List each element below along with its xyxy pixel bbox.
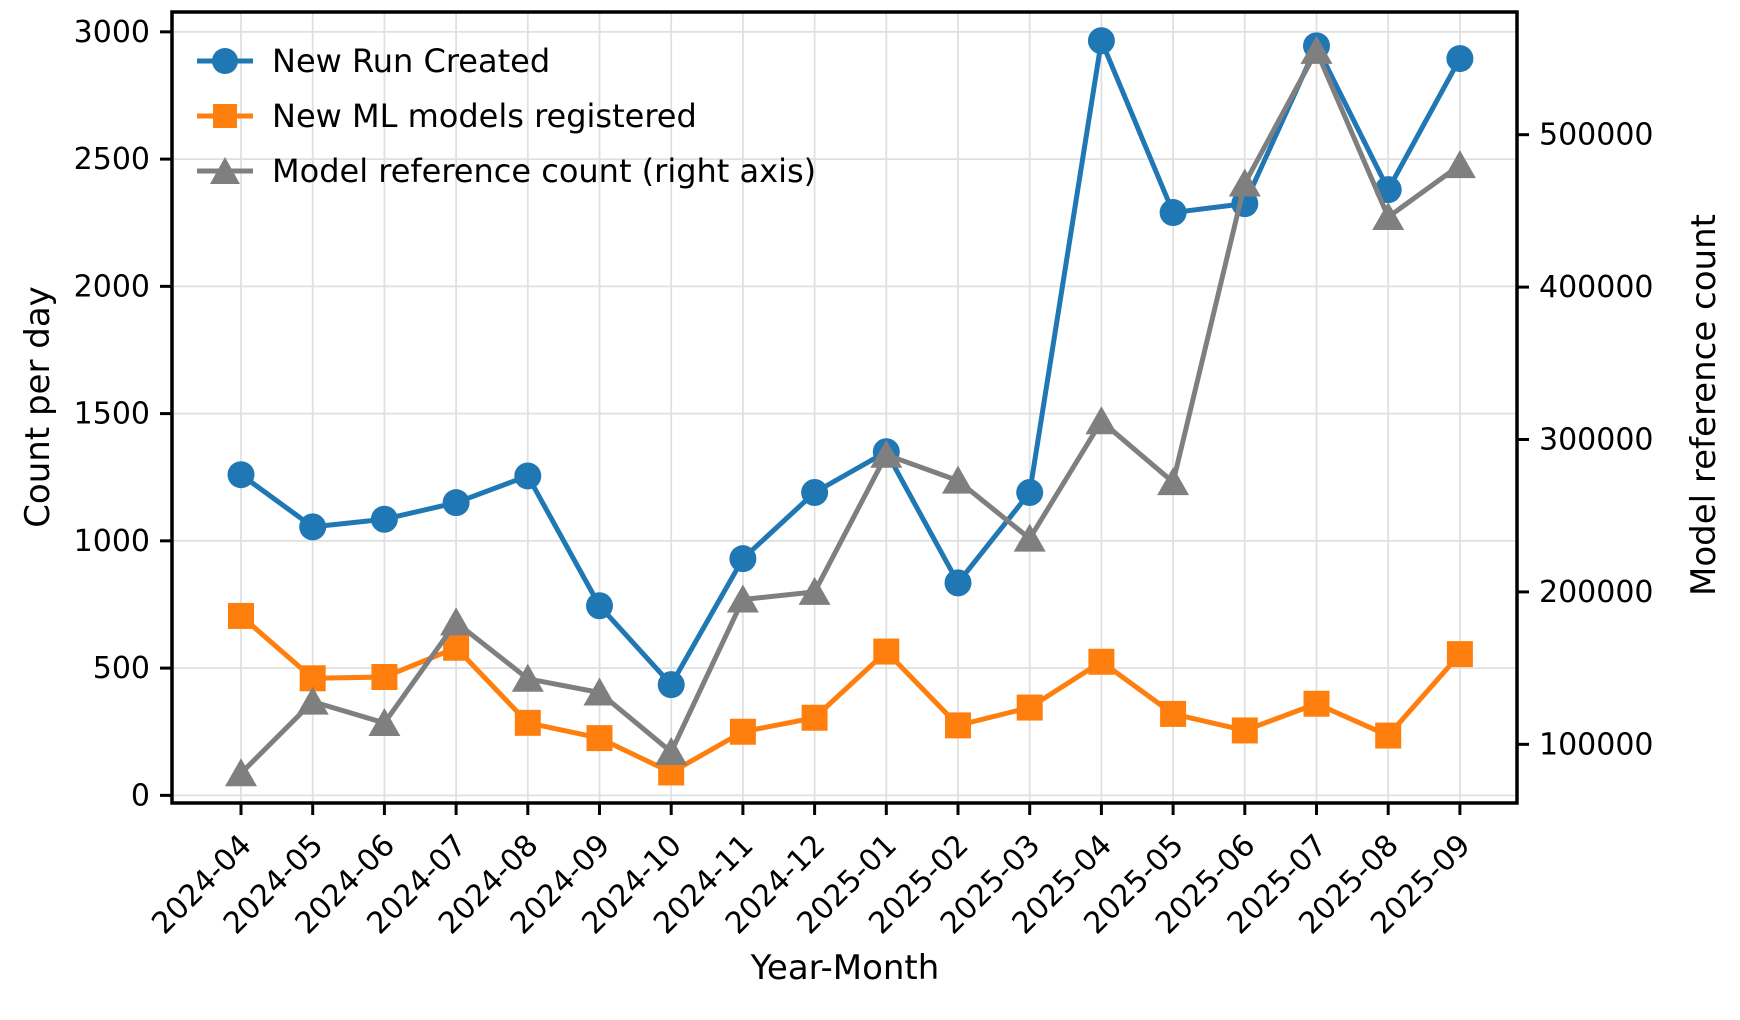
data-point-marker bbox=[729, 718, 756, 745]
left-axis-tick-label: 2000 bbox=[74, 269, 150, 304]
data-point-marker bbox=[655, 736, 688, 765]
right-axis-tick-label: 300000 bbox=[1539, 423, 1654, 458]
legend-label: Model reference count (right axis) bbox=[272, 151, 817, 190]
data-point-marker bbox=[1159, 199, 1187, 227]
data-point-marker bbox=[1157, 467, 1190, 496]
right-axis-tick-label: 400000 bbox=[1539, 270, 1654, 305]
series-line bbox=[239, 614, 1462, 775]
data-point-marker bbox=[225, 758, 257, 787]
data-point-marker bbox=[514, 462, 542, 490]
series-line bbox=[239, 48, 1462, 776]
left-axis-tick-label: 500 bbox=[93, 651, 150, 686]
right-axis-tick-label: 100000 bbox=[1539, 727, 1654, 762]
left-axis-title: Count per day bbox=[18, 286, 58, 528]
right-axis-title: Model reference count bbox=[1684, 214, 1724, 596]
data-point-marker bbox=[798, 576, 831, 605]
series-model-reference-count-right-axis- bbox=[225, 35, 1476, 787]
legend-label: New Run Created bbox=[272, 41, 551, 80]
data-point-marker bbox=[370, 505, 398, 533]
data-point-marker bbox=[583, 677, 616, 706]
legend-item-new-ml-models-registered: New ML models registered bbox=[196, 88, 816, 143]
data-point-marker bbox=[1446, 45, 1474, 73]
data-point-marker bbox=[368, 707, 401, 736]
left-axis-tick-label: 1000 bbox=[74, 524, 150, 559]
triangle-marker-icon bbox=[197, 156, 253, 184]
data-point-marker bbox=[440, 607, 473, 636]
data-point-marker bbox=[942, 465, 974, 494]
data-point-marker bbox=[1085, 406, 1118, 435]
square-marker-icon bbox=[197, 103, 253, 128]
right-axis-tick-label: 200000 bbox=[1539, 575, 1654, 610]
left-axis-tick-label: 2500 bbox=[74, 142, 150, 177]
data-point-marker bbox=[1300, 35, 1333, 64]
left-axis-tick-label: 1500 bbox=[74, 397, 150, 432]
legend: New Run Created New ML models registered… bbox=[196, 33, 816, 198]
data-point-marker bbox=[228, 602, 254, 629]
axis-ticks bbox=[160, 30, 1529, 815]
data-point-marker bbox=[1087, 27, 1115, 55]
data-point-marker bbox=[1160, 700, 1187, 727]
right-axis-tick-label: 500000 bbox=[1539, 118, 1654, 153]
data-point-marker bbox=[945, 712, 971, 739]
data-point-marker bbox=[1375, 722, 1402, 749]
left-axis-tick-label: 3000 bbox=[74, 15, 150, 50]
data-point-marker bbox=[1443, 150, 1476, 179]
data-point-marker bbox=[1228, 168, 1261, 197]
x-axis-title: Year-Month bbox=[750, 948, 940, 988]
data-point-marker bbox=[944, 569, 972, 597]
legend-item-model-reference-count: Model reference count (right axis) bbox=[196, 143, 816, 198]
data-point-marker bbox=[1013, 523, 1046, 552]
circle-marker-icon bbox=[197, 47, 253, 74]
data-point-marker bbox=[296, 686, 329, 715]
plot-border bbox=[170, 10, 1519, 805]
data-point-marker bbox=[873, 638, 900, 665]
data-point-marker bbox=[586, 592, 613, 620]
data-point-marker bbox=[371, 664, 398, 691]
data-point-marker bbox=[514, 709, 541, 736]
data-point-marker bbox=[227, 461, 255, 489]
data-point-marker bbox=[299, 513, 327, 541]
data-point-marker bbox=[1088, 648, 1115, 675]
left-axis-tick-label: 0 bbox=[131, 778, 150, 813]
data-point-marker bbox=[729, 545, 757, 573]
data-point-marker bbox=[1231, 717, 1258, 744]
data-point-marker bbox=[1446, 641, 1473, 668]
data-point-marker bbox=[657, 671, 685, 699]
data-point-marker bbox=[726, 584, 759, 613]
data-point-marker bbox=[1372, 201, 1405, 230]
data-point-marker bbox=[1303, 690, 1330, 717]
data-point-marker bbox=[801, 704, 828, 731]
data-point-marker bbox=[511, 663, 544, 692]
data-point-marker bbox=[586, 725, 613, 752]
data-point-marker bbox=[801, 479, 829, 507]
data-point-marker bbox=[1016, 694, 1043, 721]
data-point-marker bbox=[870, 439, 903, 468]
data-point-marker bbox=[443, 634, 470, 661]
legend-label: New ML models registered bbox=[272, 96, 697, 135]
legend-item-new-run-created: New Run Created bbox=[196, 33, 816, 88]
data-point-marker bbox=[1016, 479, 1044, 507]
series-new-ml-models-registered bbox=[228, 602, 1473, 786]
data-point-marker bbox=[442, 489, 470, 517]
